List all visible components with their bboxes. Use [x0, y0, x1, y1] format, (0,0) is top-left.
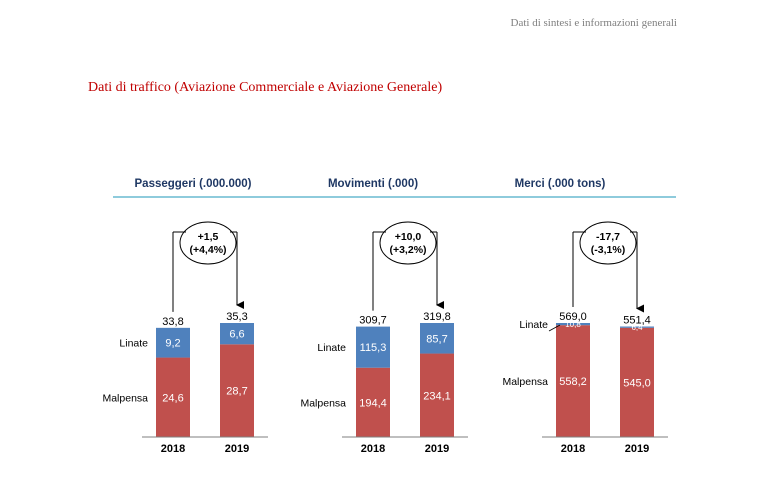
total-label-2019: 319,8	[423, 311, 451, 323]
series-label-malpensa: Malpensa	[502, 376, 548, 388]
delta-bubble	[579, 221, 637, 265]
bar-malpensa-2018	[556, 325, 590, 437]
data-label-linate-2019: 85,7	[426, 333, 447, 345]
bar-linate-2019	[620, 326, 654, 328]
total-label-2018: 569,0	[559, 311, 587, 323]
data-label-malpensa-2019: 28,7	[226, 386, 247, 398]
x-tick-label-2018: 2018	[561, 443, 585, 455]
header-note: Dati di sintesi e informazioni generali	[510, 17, 677, 29]
x-tick-label-2018: 2018	[361, 443, 385, 455]
data-label-malpensa-2018: 24,6	[162, 392, 183, 404]
bar-malpensa-2019	[220, 344, 254, 437]
delta-percent: (+4,4%)	[189, 244, 226, 256]
x-tick-label-2018: 2018	[161, 443, 185, 455]
delta-bubble	[179, 221, 237, 265]
data-label-malpensa-2018: 194,4	[359, 397, 387, 409]
delta-value: +10,0	[395, 231, 422, 243]
data-label-malpensa-2018: 558,2	[559, 376, 587, 388]
total-label-2019: 35,3	[226, 311, 247, 323]
data-label-malpensa-2019: 545,0	[623, 377, 651, 389]
data-label-linate-2019: 6,4	[631, 323, 643, 332]
delta-value: -17,7	[596, 231, 620, 243]
bar-malpensa-2018	[156, 357, 190, 437]
series-label-malpensa: Malpensa	[300, 397, 346, 409]
total-label-2019: 551,4	[623, 315, 651, 327]
x-tick-label-2019: 2019	[625, 443, 649, 455]
series-label-linate: Linate	[519, 319, 548, 331]
section-title: Dati di traffico (Aviazione Commerciale …	[88, 80, 443, 95]
bar-malpensa-2018	[356, 367, 390, 437]
x-tick-label-2019: 2019	[225, 443, 249, 455]
bar-linate-2018	[356, 326, 390, 368]
delta-percent: (-3,1%)	[591, 244, 625, 256]
data-label-linate-2019: 6,6	[229, 329, 244, 341]
delta-percent: (+3,2%)	[389, 244, 426, 256]
series-label-linate: Linate	[317, 342, 346, 354]
bar-malpensa-2019	[620, 327, 654, 437]
chart-title: Passeggeri (.000.000)	[135, 178, 252, 190]
chart-title: Movimenti (.000)	[328, 178, 418, 190]
data-label-linate-2018: 9,2	[165, 338, 180, 350]
x-tick-label-2019: 2019	[425, 443, 449, 455]
chart-title: Merci (.000 tons)	[515, 178, 606, 190]
data-label-linate-2018: 115,3	[360, 342, 387, 354]
bar-linate-2018	[556, 323, 590, 326]
bar-linate-2019	[220, 323, 254, 345]
series-label-leader	[548, 324, 561, 332]
total-label-2018: 33,8	[162, 316, 183, 328]
data-label-linate-2018: 10,8	[565, 320, 581, 329]
series-label-linate: Linate	[119, 338, 148, 350]
bar-malpensa-2019	[420, 353, 454, 437]
delta-bubble	[379, 221, 437, 265]
bar-linate-2018	[156, 327, 190, 358]
series-label-malpensa: Malpensa	[102, 392, 148, 404]
delta-value: +1,5	[198, 231, 219, 243]
total-label-2018: 309,7	[359, 315, 387, 327]
data-label-malpensa-2019: 234,1	[423, 390, 451, 402]
bar-linate-2019	[420, 323, 454, 354]
